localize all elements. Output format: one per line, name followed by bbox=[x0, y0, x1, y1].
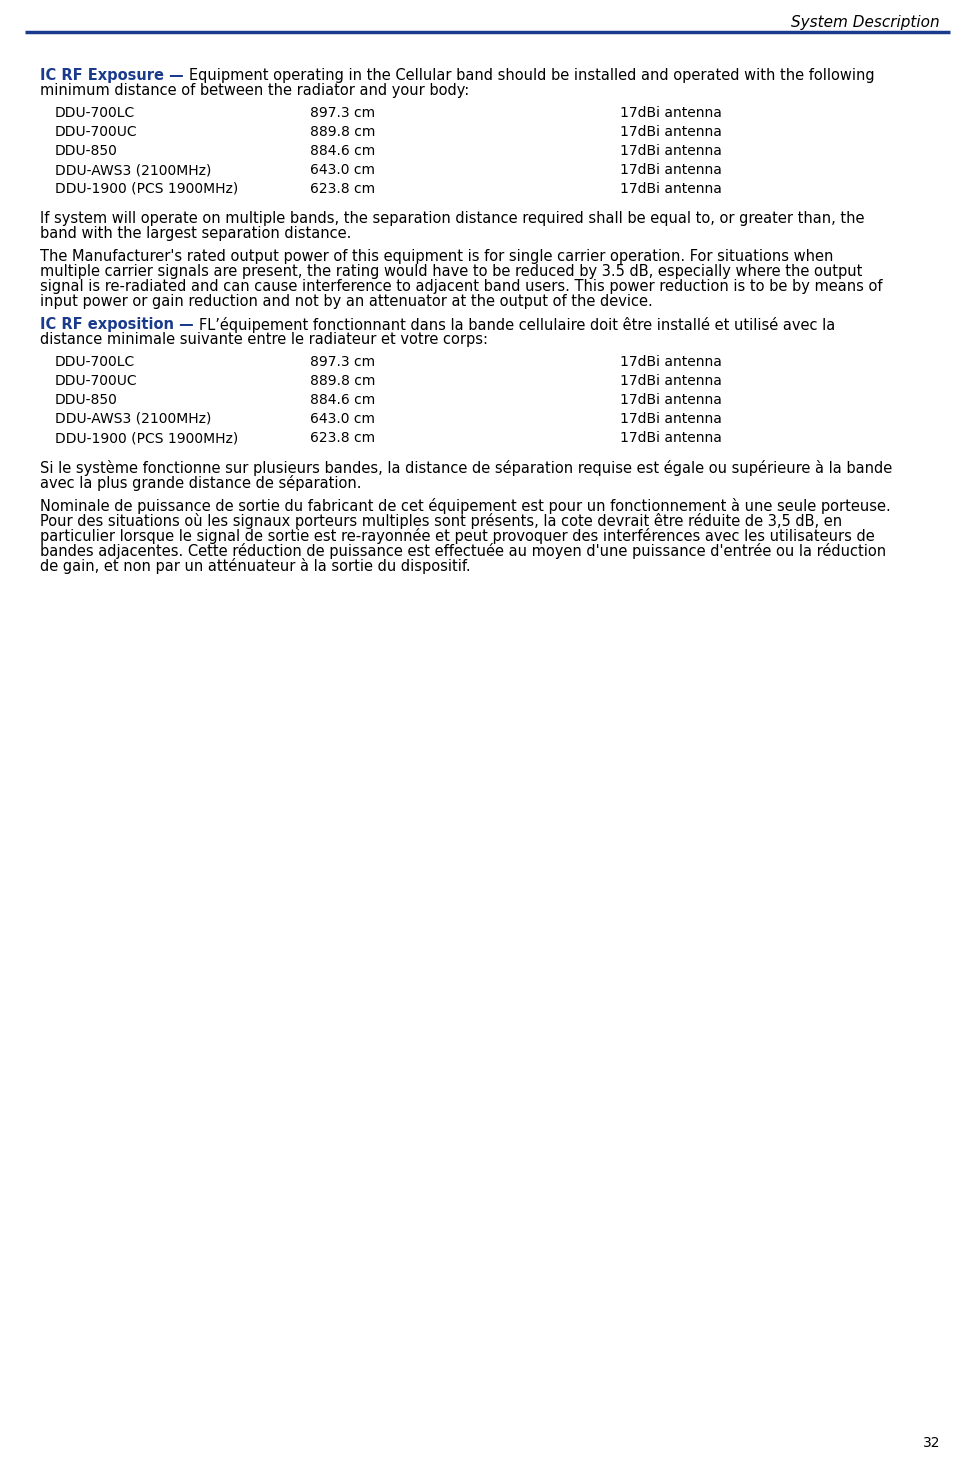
Text: 17dBi antenna: 17dBi antenna bbox=[620, 106, 722, 120]
Text: System Description: System Description bbox=[792, 15, 940, 29]
Text: DDU-700UC: DDU-700UC bbox=[55, 125, 137, 139]
Text: 17dBi antenna: 17dBi antenna bbox=[620, 374, 722, 387]
Text: band with the largest separation distance.: band with the largest separation distanc… bbox=[40, 226, 351, 241]
Text: DDU-AWS3 (2100MHz): DDU-AWS3 (2100MHz) bbox=[55, 163, 212, 178]
Text: 17dBi antenna: 17dBi antenna bbox=[620, 355, 722, 370]
Text: 17dBi antenna: 17dBi antenna bbox=[620, 182, 722, 197]
Text: 32: 32 bbox=[922, 1436, 940, 1449]
Text: 17dBi antenna: 17dBi antenna bbox=[620, 125, 722, 139]
Text: 897.3 cm: 897.3 cm bbox=[310, 106, 375, 120]
Text: DDU-1900 (PCS 1900MHz): DDU-1900 (PCS 1900MHz) bbox=[55, 182, 238, 197]
Text: particulier lorsque le signal de sortie est re-rayonnée et peut provoquer des in: particulier lorsque le signal de sortie … bbox=[40, 528, 875, 544]
Text: minimum distance of between the radiator and your body:: minimum distance of between the radiator… bbox=[40, 84, 469, 98]
Text: 889.8 cm: 889.8 cm bbox=[310, 125, 375, 139]
Text: 884.6 cm: 884.6 cm bbox=[310, 393, 375, 406]
Text: Pour des situations où les signaux porteurs multiples sont présents, la cote dev: Pour des situations où les signaux porte… bbox=[40, 513, 842, 530]
Text: DDU-700LC: DDU-700LC bbox=[55, 106, 136, 120]
Text: DDU-850: DDU-850 bbox=[55, 144, 118, 158]
Text: 17dBi antenna: 17dBi antenna bbox=[620, 144, 722, 158]
Text: 643.0 cm: 643.0 cm bbox=[310, 412, 375, 425]
Text: input power or gain reduction and not by an attenuator at the output of the devi: input power or gain reduction and not by… bbox=[40, 293, 652, 310]
Text: 17dBi antenna: 17dBi antenna bbox=[620, 163, 722, 178]
Text: Nominale de puissance de sortie du fabricant de cet équipement est pour un fonct: Nominale de puissance de sortie du fabri… bbox=[40, 497, 891, 513]
Text: 897.3 cm: 897.3 cm bbox=[310, 355, 375, 370]
Text: DDU-1900 (PCS 1900MHz): DDU-1900 (PCS 1900MHz) bbox=[55, 431, 238, 445]
Text: DDU-700UC: DDU-700UC bbox=[55, 374, 137, 387]
Text: FL’équipement fonctionnant dans la bande cellulaire doit être installé et utilis: FL’équipement fonctionnant dans la bande… bbox=[199, 317, 835, 333]
Text: 889.8 cm: 889.8 cm bbox=[310, 374, 375, 387]
Text: Si le système fonctionne sur plusieurs bandes, la distance de séparation requise: Si le système fonctionne sur plusieurs b… bbox=[40, 461, 892, 475]
Text: 17dBi antenna: 17dBi antenna bbox=[620, 393, 722, 406]
Text: bandes adjacentes. Cette réduction de puissance est effectuée au moyen d'une pui: bandes adjacentes. Cette réduction de pu… bbox=[40, 543, 886, 559]
Text: DDU-700LC: DDU-700LC bbox=[55, 355, 136, 370]
Text: signal is re-radiated and can cause interference to adjacent band users. This po: signal is re-radiated and can cause inte… bbox=[40, 279, 882, 293]
Text: distance minimale suivante entre le radiateur et votre corps:: distance minimale suivante entre le radi… bbox=[40, 332, 488, 348]
Text: 623.8 cm: 623.8 cm bbox=[310, 182, 375, 197]
Text: 884.6 cm: 884.6 cm bbox=[310, 144, 375, 158]
Text: Equipment operating in the Cellular band should be installed and operated with t: Equipment operating in the Cellular band… bbox=[189, 67, 875, 84]
Text: avec la plus grande distance de séparation.: avec la plus grande distance de séparati… bbox=[40, 475, 362, 491]
Text: DDU-AWS3 (2100MHz): DDU-AWS3 (2100MHz) bbox=[55, 412, 212, 425]
Text: DDU-850: DDU-850 bbox=[55, 393, 118, 406]
Text: 17dBi antenna: 17dBi antenna bbox=[620, 431, 722, 445]
Text: 623.8 cm: 623.8 cm bbox=[310, 431, 375, 445]
Text: 643.0 cm: 643.0 cm bbox=[310, 163, 375, 178]
Text: multiple carrier signals are present, the rating would have to be reduced by 3.5: multiple carrier signals are present, th… bbox=[40, 264, 862, 279]
Text: The Manufacturer's rated output power of this equipment is for single carrier op: The Manufacturer's rated output power of… bbox=[40, 249, 834, 264]
Text: de gain, et non par un atténuateur à la sortie du dispositif.: de gain, et non par un atténuateur à la … bbox=[40, 557, 471, 574]
Text: If system will operate on multiple bands, the separation distance required shall: If system will operate on multiple bands… bbox=[40, 211, 865, 226]
Text: 17dBi antenna: 17dBi antenna bbox=[620, 412, 722, 425]
Text: IC RF Exposure —: IC RF Exposure — bbox=[40, 67, 189, 84]
Text: IC RF exposition —: IC RF exposition — bbox=[40, 317, 199, 332]
